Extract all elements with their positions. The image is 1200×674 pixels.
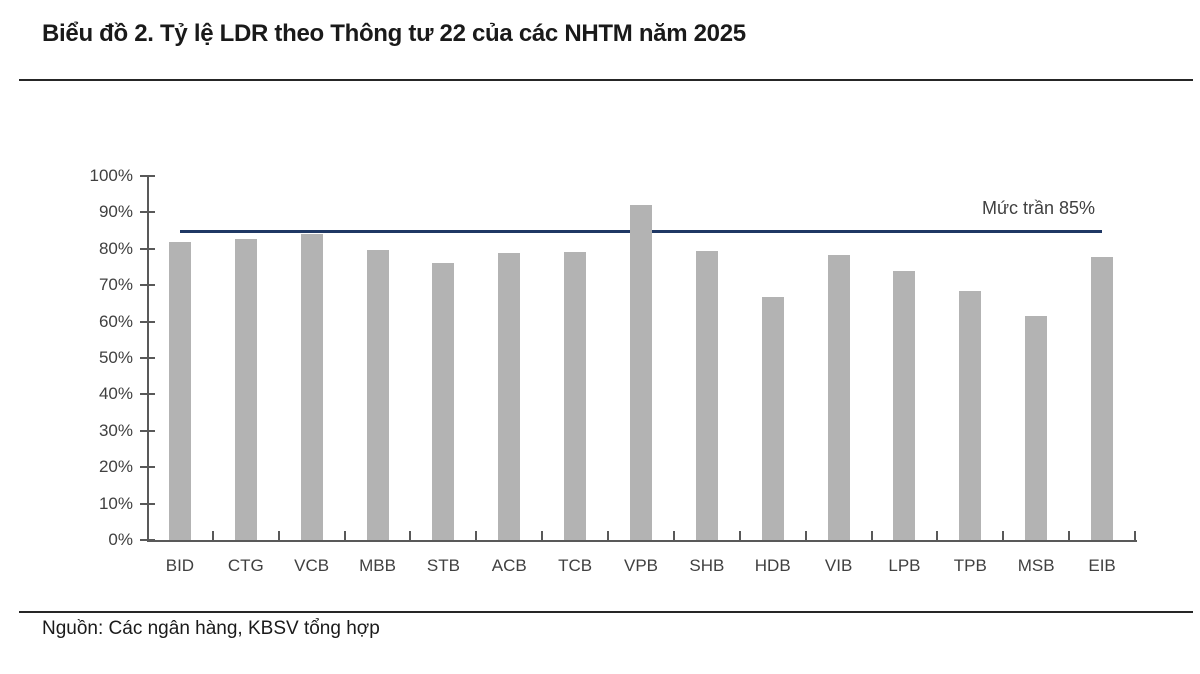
x-category-label: HDB bbox=[754, 556, 791, 575]
y-tick-label: 60% bbox=[98, 311, 133, 331]
source-note: Nguồn: Các ngân hàng, KBSV tổng hợp bbox=[42, 618, 380, 639]
x-category-label: STB bbox=[426, 556, 460, 575]
y-tick bbox=[140, 211, 155, 214]
x-tick bbox=[804, 531, 807, 541]
bar-tpb bbox=[959, 290, 982, 540]
x-category-label: MBB bbox=[359, 556, 396, 575]
bottom-divider bbox=[19, 611, 1193, 613]
bar-bid bbox=[168, 241, 191, 540]
x-tick bbox=[541, 531, 544, 541]
bar-vib bbox=[827, 254, 850, 540]
y-tick bbox=[140, 175, 155, 177]
y-tick-label: 100% bbox=[89, 166, 133, 185]
x-tick bbox=[409, 531, 412, 541]
y-tick-label: 0% bbox=[108, 530, 133, 549]
x-category-label: TPB bbox=[953, 556, 987, 575]
x-category-label: ACB bbox=[491, 556, 527, 575]
y-tick bbox=[140, 284, 155, 287]
y-tick bbox=[140, 539, 155, 541]
y-tick bbox=[140, 393, 155, 396]
x-category-label: VCB bbox=[294, 556, 330, 575]
y-tick bbox=[140, 466, 155, 469]
x-tick bbox=[1002, 531, 1005, 541]
x-tick bbox=[870, 531, 873, 541]
ceiling-label: Mức trần 85% bbox=[981, 197, 1096, 218]
chart-title: Biểu đồ 2. Tỷ lệ LDR theo Thông tư 22 củ… bbox=[42, 20, 746, 47]
bar-vpb bbox=[630, 204, 652, 540]
x-category-label: VPB bbox=[623, 556, 659, 575]
y-tick bbox=[140, 247, 155, 250]
x-category-label: SHB bbox=[689, 556, 725, 575]
top-divider bbox=[19, 79, 1193, 81]
bar-vcb bbox=[300, 234, 323, 540]
y-tick-label: 10% bbox=[98, 493, 133, 513]
y-tick bbox=[140, 502, 155, 505]
bar-tcb bbox=[564, 252, 587, 540]
y-tick-label: 40% bbox=[98, 384, 133, 404]
bar-shb bbox=[695, 250, 718, 540]
x-category-label: LPB bbox=[888, 556, 921, 575]
x-category-label: CTG bbox=[227, 556, 264, 575]
bar-ctg bbox=[234, 238, 257, 540]
y-tick-label: 20% bbox=[98, 457, 133, 477]
y-tick-label: 70% bbox=[98, 275, 133, 295]
x-axis-line bbox=[147, 540, 1137, 542]
x-tick bbox=[475, 531, 478, 541]
x-category-label: EIB bbox=[1088, 556, 1116, 575]
y-tick bbox=[140, 429, 155, 432]
bar-eib bbox=[1091, 257, 1114, 540]
x-tick bbox=[607, 531, 610, 541]
x-tick bbox=[211, 531, 214, 541]
y-tick bbox=[140, 320, 155, 323]
x-tick bbox=[277, 531, 280, 541]
x-tick bbox=[672, 531, 675, 541]
x-tick bbox=[1068, 531, 1071, 541]
x-tick bbox=[738, 531, 741, 541]
x-category-label: MSB bbox=[1017, 556, 1055, 575]
bar-stb bbox=[432, 262, 455, 540]
x-tick bbox=[1134, 531, 1136, 541]
y-tick-label: 30% bbox=[98, 420, 133, 440]
bar-msb bbox=[1025, 316, 1048, 540]
x-category-label: VIB bbox=[824, 556, 853, 575]
x-tick bbox=[343, 531, 346, 541]
y-tick-label: 80% bbox=[98, 238, 133, 258]
x-tick bbox=[936, 531, 939, 541]
bar-mbb bbox=[366, 249, 389, 540]
x-category-label: TCB bbox=[558, 556, 593, 575]
bar-acb bbox=[498, 253, 521, 540]
bar-lpb bbox=[893, 271, 916, 540]
x-category-label: BID bbox=[165, 556, 195, 575]
y-tick-label: 90% bbox=[98, 202, 133, 222]
y-tick-label: 50% bbox=[98, 348, 133, 367]
bar-hdb bbox=[761, 296, 784, 540]
y-tick bbox=[140, 357, 155, 359]
